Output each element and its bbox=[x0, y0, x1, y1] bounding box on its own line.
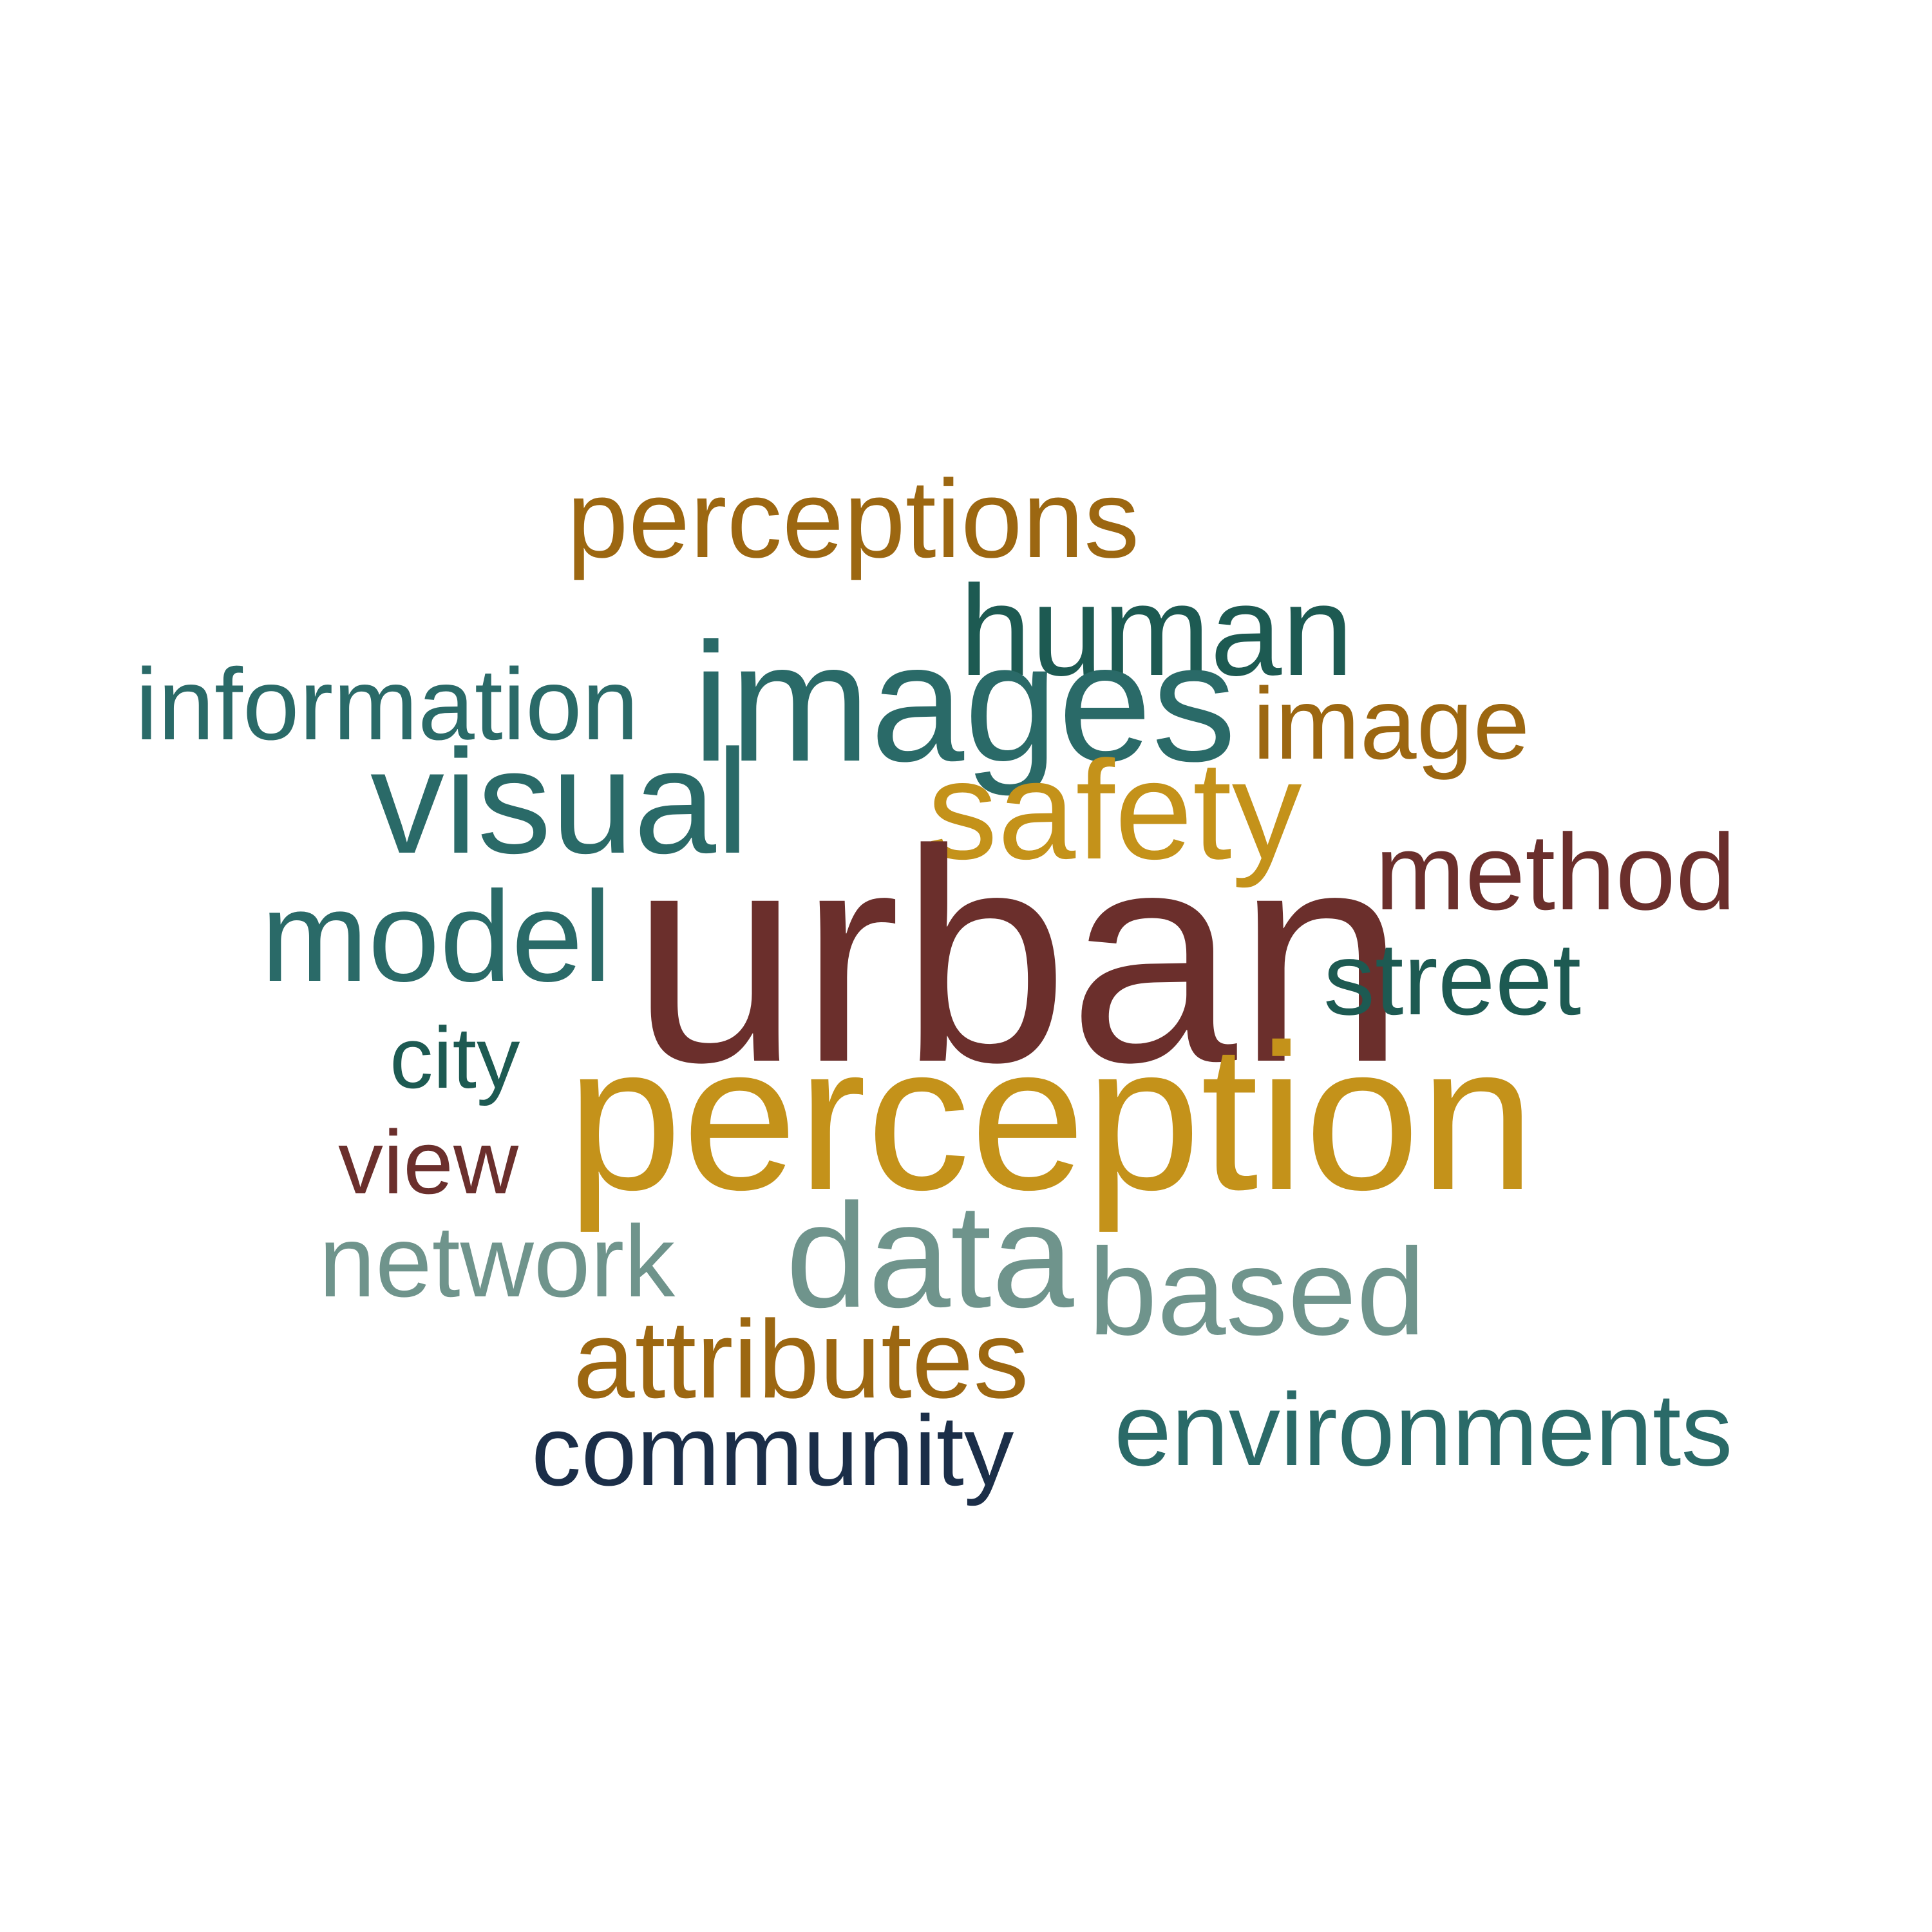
word-based: based bbox=[1088, 1222, 1426, 1361]
word-city: city bbox=[390, 1009, 520, 1106]
word-information: information bbox=[135, 648, 639, 761]
word-network: network bbox=[319, 1205, 676, 1318]
word-perception: perception bbox=[567, 1002, 1535, 1233]
word-human: human bbox=[960, 559, 1354, 703]
word-attributes: attributes bbox=[573, 1298, 1029, 1421]
word-view: view bbox=[338, 1112, 519, 1213]
word-image: image bbox=[1253, 667, 1530, 781]
word-street: street bbox=[1323, 921, 1582, 1036]
word-visual: visual bbox=[370, 719, 750, 884]
word-environments: environments bbox=[1114, 1372, 1733, 1487]
word-community: community bbox=[531, 1395, 1014, 1506]
word-method: method bbox=[1375, 811, 1736, 933]
word-data: data bbox=[786, 1173, 1074, 1338]
word-urban: urban bbox=[631, 787, 1406, 1125]
word-safety: safety bbox=[927, 732, 1302, 889]
word-perceptions: perceptions bbox=[567, 457, 1140, 581]
word-model: model bbox=[261, 865, 612, 1009]
word-images: images bbox=[692, 608, 1236, 797]
